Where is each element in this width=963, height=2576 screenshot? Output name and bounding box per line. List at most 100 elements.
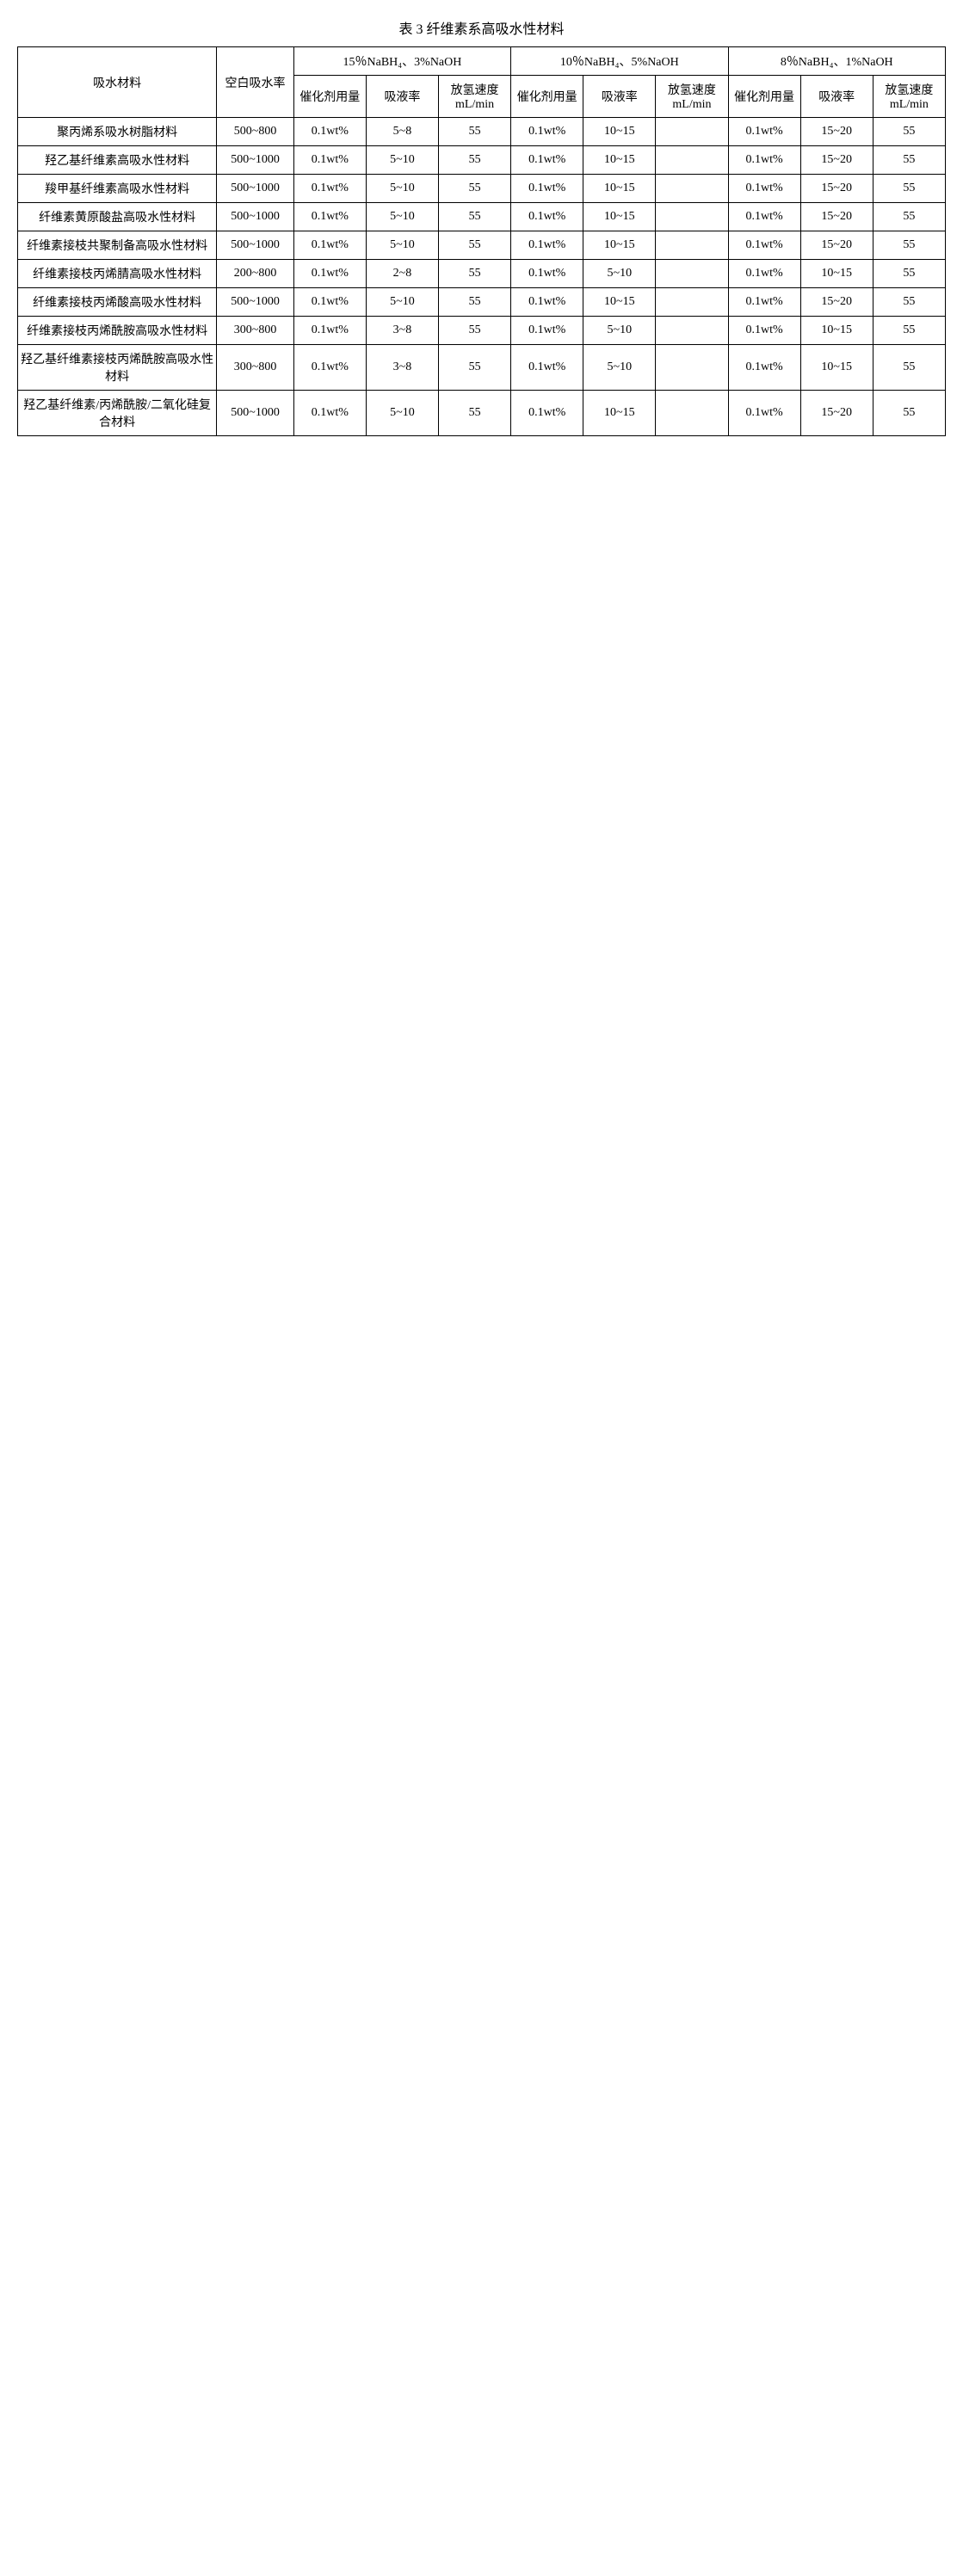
g2-h2-cell (656, 118, 728, 146)
g1-cat-cell: 0.1wt% (293, 288, 366, 317)
g2-cat-cell: 0.1wt% (511, 345, 583, 391)
header-g2-cat: 催化剂用量 (511, 76, 583, 118)
g1-cat-cell: 0.1wt% (293, 317, 366, 345)
g3-cat-cell: 0.1wt% (728, 317, 800, 345)
table-row: 聚丙烯系吸水树脂材料500~8000.1wt%5~8550.1wt%10~150… (18, 118, 946, 146)
g3-h2-cell: 55 (873, 317, 945, 345)
g1-cat-cell: 0.1wt% (293, 118, 366, 146)
g1-h2-cell: 55 (439, 203, 511, 231)
g1-abs-cell: 5~10 (366, 175, 438, 203)
g2-abs-cell: 10~15 (583, 391, 656, 436)
g3-cat-cell: 0.1wt% (728, 175, 800, 203)
data-table: 吸水材料 空白吸水率 15％NaBH₄、3%NaOH 10％NaBH₄、5%Na… (17, 46, 946, 436)
g1-abs-cell: 5~10 (366, 391, 438, 436)
g2-cat-cell: 0.1wt% (511, 260, 583, 288)
header-g2-abs: 吸液率 (583, 76, 656, 118)
g3-abs-cell: 15~20 (800, 231, 873, 260)
g1-h2-cell: 55 (439, 288, 511, 317)
material-name: 纤维素接枝丙烯酰胺高吸水性材料 (18, 317, 217, 345)
blank-cell: 500~1000 (217, 231, 293, 260)
g3-abs-cell: 15~20 (800, 118, 873, 146)
g3-h2-cell: 55 (873, 175, 945, 203)
g1-h2-cell: 55 (439, 260, 511, 288)
header-g1-abs: 吸液率 (366, 76, 438, 118)
header-g3-cat: 催化剂用量 (728, 76, 800, 118)
blank-cell: 500~1000 (217, 391, 293, 436)
material-name: 羧甲基纤维素高吸水性材料 (18, 175, 217, 203)
blank-cell: 500~1000 (217, 175, 293, 203)
g1-h2-cell: 55 (439, 317, 511, 345)
g2-cat-cell: 0.1wt% (511, 118, 583, 146)
g1-cat-cell: 0.1wt% (293, 391, 366, 436)
table-body: 聚丙烯系吸水树脂材料500~8000.1wt%5~8550.1wt%10~150… (18, 118, 946, 436)
g2-abs-cell: 10~15 (583, 203, 656, 231)
header-group3: 8％NaBH₄、1%NaOH (728, 47, 946, 76)
g1-h2-cell: 55 (439, 231, 511, 260)
table-row: 羟乙基纤维素/丙烯酰胺/二氧化硅复合材料500~10000.1wt%5~1055… (18, 391, 946, 436)
table-row: 纤维素接枝丙烯腈高吸水性材料200~8000.1wt%2~8550.1wt%5~… (18, 260, 946, 288)
g3-cat-cell: 0.1wt% (728, 260, 800, 288)
g3-cat-cell: 0.1wt% (728, 345, 800, 391)
g2-abs-cell: 5~10 (583, 317, 656, 345)
g1-h2-cell: 55 (439, 175, 511, 203)
g3-h2-cell: 55 (873, 345, 945, 391)
g2-h2-cell (656, 317, 728, 345)
g1-abs-cell: 3~8 (366, 345, 438, 391)
g3-cat-cell: 0.1wt% (728, 391, 800, 436)
table-row: 纤维素接枝丙烯酸高吸水性材料500~10000.1wt%5~10550.1wt%… (18, 288, 946, 317)
g3-h2-cell: 55 (873, 260, 945, 288)
header-row-1: 吸水材料 空白吸水率 15％NaBH₄、3%NaOH 10％NaBH₄、5%Na… (18, 47, 946, 76)
g3-abs-cell: 15~20 (800, 146, 873, 175)
header-group1: 15％NaBH₄、3%NaOH (293, 47, 510, 76)
g1-h2-cell: 55 (439, 118, 511, 146)
blank-cell: 500~1000 (217, 203, 293, 231)
g3-abs-cell: 10~15 (800, 260, 873, 288)
g2-cat-cell: 0.1wt% (511, 288, 583, 317)
g3-abs-cell: 15~20 (800, 391, 873, 436)
header-g1-cat: 催化剂用量 (293, 76, 366, 118)
g2-abs-cell: 5~10 (583, 345, 656, 391)
g1-cat-cell: 0.1wt% (293, 260, 366, 288)
g1-abs-cell: 5~8 (366, 118, 438, 146)
g2-h2-cell (656, 391, 728, 436)
header-g2-h2: 放氢速度mL/min (656, 76, 728, 118)
g2-abs-cell: 10~15 (583, 288, 656, 317)
g2-h2-cell (656, 203, 728, 231)
g3-h2-cell: 55 (873, 203, 945, 231)
g3-h2-cell: 55 (873, 118, 945, 146)
g2-cat-cell: 0.1wt% (511, 146, 583, 175)
header-g3-h2: 放氢速度mL/min (873, 76, 945, 118)
material-name: 纤维素接枝丙烯腈高吸水性材料 (18, 260, 217, 288)
g3-abs-cell: 15~20 (800, 175, 873, 203)
blank-cell: 300~800 (217, 345, 293, 391)
g1-cat-cell: 0.1wt% (293, 345, 366, 391)
table-row: 羟乙基纤维素高吸水性材料500~10000.1wt%5~10550.1wt%10… (18, 146, 946, 175)
g3-cat-cell: 0.1wt% (728, 203, 800, 231)
g1-cat-cell: 0.1wt% (293, 175, 366, 203)
g3-abs-cell: 15~20 (800, 288, 873, 317)
material-name: 纤维素黄原酸盐高吸水性材料 (18, 203, 217, 231)
table-row: 纤维素接枝共聚制备高吸水性材料500~10000.1wt%5~10550.1wt… (18, 231, 946, 260)
g3-h2-cell: 55 (873, 391, 945, 436)
g3-cat-cell: 0.1wt% (728, 118, 800, 146)
g2-cat-cell: 0.1wt% (511, 175, 583, 203)
table-row: 纤维素接枝丙烯酰胺高吸水性材料300~8000.1wt%3~8550.1wt%5… (18, 317, 946, 345)
g3-cat-cell: 0.1wt% (728, 231, 800, 260)
g1-cat-cell: 0.1wt% (293, 203, 366, 231)
material-name: 纤维素接枝丙烯酸高吸水性材料 (18, 288, 217, 317)
g2-cat-cell: 0.1wt% (511, 231, 583, 260)
g2-abs-cell: 10~15 (583, 118, 656, 146)
header-g1-h2: 放氢速度mL/min (439, 76, 511, 118)
g1-cat-cell: 0.1wt% (293, 231, 366, 260)
table-row: 羧甲基纤维素高吸水性材料500~10000.1wt%5~10550.1wt%10… (18, 175, 946, 203)
g3-h2-cell: 55 (873, 231, 945, 260)
g1-h2-cell: 55 (439, 345, 511, 391)
g2-cat-cell: 0.1wt% (511, 203, 583, 231)
g2-abs-cell: 10~15 (583, 146, 656, 175)
blank-cell: 200~800 (217, 260, 293, 288)
blank-cell: 500~1000 (217, 288, 293, 317)
table-title: 表 3 纤维素系高吸水性材料 (17, 17, 946, 38)
g2-abs-cell: 10~15 (583, 231, 656, 260)
g2-cat-cell: 0.1wt% (511, 391, 583, 436)
header-g3-abs: 吸液率 (800, 76, 873, 118)
